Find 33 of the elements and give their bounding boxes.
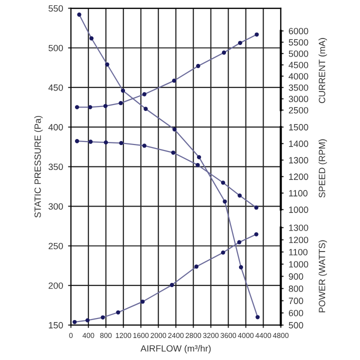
y-tick-label: 700 <box>288 298 304 304</box>
y2-tick-label: 5500 <box>288 39 308 46</box>
y2-tick-label: 6000 <box>288 28 308 34</box>
y-tick-label: 500 <box>48 44 63 52</box>
y-tick-label: 300 <box>48 203 63 210</box>
y-tick-label: 900 <box>288 273 304 280</box>
y-tick-label: 1200 <box>289 236 308 244</box>
y-tick-label: 1300 <box>289 224 308 231</box>
y-tick-label: 200 <box>48 282 63 289</box>
y3-tick-label: 1400 <box>289 140 308 147</box>
x-axis-title: AIRFLOW (m³/hr) <box>140 345 211 354</box>
y-tick-label: 450 <box>48 84 63 91</box>
y3-tick-label: 1500 <box>289 124 308 130</box>
y2-tick-label: 5000 <box>288 50 308 57</box>
y-axis-title: POWER (WATTS) <box>318 240 327 312</box>
y-tick-label: 150 <box>48 322 63 328</box>
y-tick-label: 800 <box>288 285 304 292</box>
y-tick-label: 550 <box>48 5 63 12</box>
y2-tick-label: 4500 <box>288 62 308 68</box>
y-tick-label: 1000 <box>289 261 308 268</box>
y-tick-label: 350 <box>48 164 63 170</box>
y-axis-title: STATIC PRESSURE (Pa) <box>34 116 43 218</box>
y-tick-label: 500 <box>288 322 304 328</box>
y2-axis-title: CURRENT (mA) <box>318 38 327 104</box>
y2-tick-label: 3500 <box>288 84 308 91</box>
y-tick-label: 600 <box>288 310 304 316</box>
y-tick-label: 400 <box>48 124 63 130</box>
y2-tick-label: 2500 <box>288 107 308 114</box>
y-tick-label: 250 <box>48 242 63 250</box>
y-tick-label: 1100 <box>289 248 308 256</box>
y2-tick-label: 4000 <box>288 73 308 80</box>
y3-axis-title: SPEED (RPM) <box>318 139 327 198</box>
y2-tick-label: 3000 <box>288 96 308 102</box>
